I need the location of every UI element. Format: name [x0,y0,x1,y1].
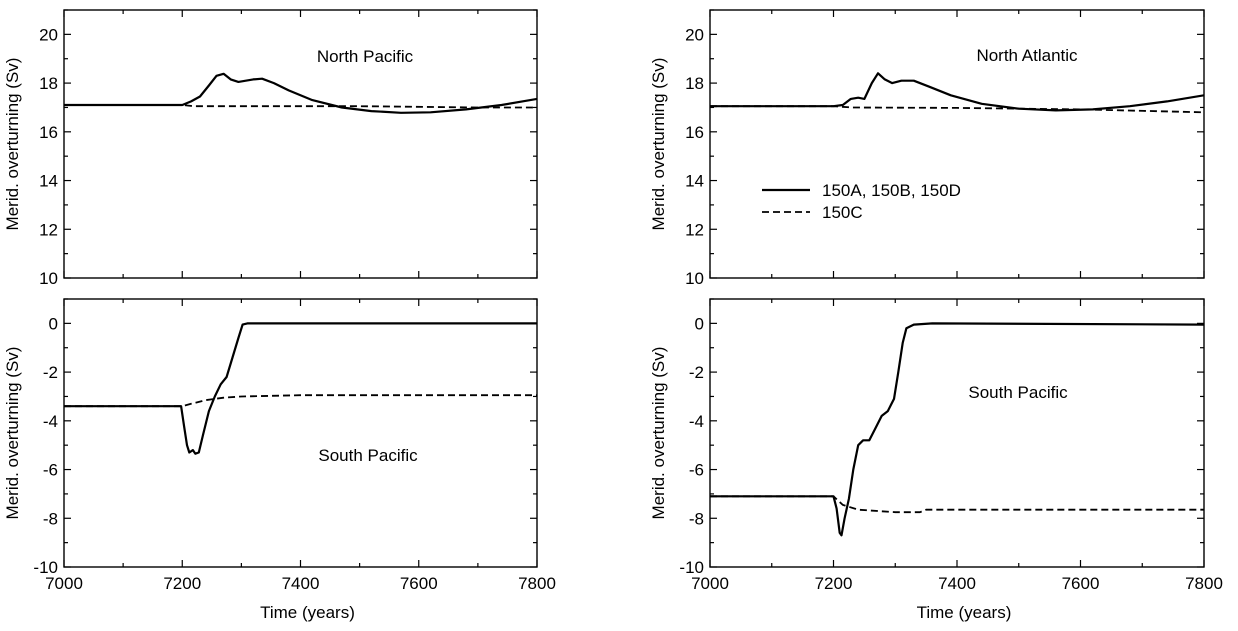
y-tick-label: 12 [685,220,704,239]
panel-title: North Pacific [317,47,414,66]
chart-panel-1: 10 12 14 16 18 20 Merid. overturning (Sv) North… [3,9,538,288]
x-tick-label: 7000 [45,574,83,593]
x-tick-label: 7400 [282,574,320,593]
y-tick-label: 18 [685,74,704,93]
panel-title: South Pacific [318,446,418,465]
series-line-solid [64,72,537,114]
series-line-dashed [710,495,1204,514]
y-axis-label: Merid. overturning (Sv) [649,347,668,520]
x-axis-label: Time (years) [260,603,355,622]
chart-panel-3: -10 -8 -6 -4 -2 0 7000 7200 7400 7600 7800 Merid. o… [3,298,556,622]
plot-frame [63,9,538,279]
series-line-dashed [64,394,537,408]
y-axis-label: Merid. overturning (Sv) [3,347,22,520]
y-axis-label: Merid. overturning (Sv) [3,58,22,231]
x-tick-label: 7200 [815,574,853,593]
y-tick-label: -10 [679,558,704,577]
panel-title: North Atlantic [976,46,1078,65]
y-tick-label: -10 [33,558,58,577]
y-tick-label: 18 [39,74,58,93]
y-tick-label: -2 [43,363,58,382]
x-tick-label: 7000 [691,574,729,593]
y-tick-label: 12 [39,220,58,239]
y-tick-label: -2 [689,363,704,382]
y-tick-label: 16 [685,123,704,142]
x-axis-label: Time (years) [917,603,1012,622]
plot-frame [63,298,538,568]
y-tick-label: -6 [43,461,58,480]
y-axis-label: Merid. overturning (Sv) [649,58,668,231]
panel-title: South Pacific [968,383,1068,402]
y-tick-label: 14 [39,172,58,191]
plot-frame [709,9,1205,279]
y-tick-label: 16 [39,123,58,142]
y-tick-label: 0 [695,314,704,333]
series-line-solid [64,322,537,455]
y-tick-label: 10 [685,269,704,288]
legend-label: 150C [822,203,863,222]
x-tick-label: 7800 [1185,574,1223,593]
x-tick-label: 7600 [400,574,438,593]
x-tick-label: 7800 [518,574,556,593]
x-tick-label: 7400 [938,574,976,593]
y-tick-label: 20 [39,25,58,44]
y-tick-label: -8 [689,509,704,528]
y-tick-label: 0 [49,314,58,333]
y-tick-label: -8 [43,509,58,528]
chart-panel-4: -10 -8 -6 -4 -2 0 7000 7200 7400 7600 7800 Merid. o… [649,298,1223,622]
y-tick-label: 10 [39,269,58,288]
series-line-dashed [64,104,537,109]
y-tick-label: -6 [689,461,704,480]
y-tick-label: 20 [685,25,704,44]
y-tick-label: 14 [685,172,704,191]
legend-label: 150A, 150B, 150D [822,181,961,200]
y-tick-label: -4 [43,412,58,431]
series-line-solid [710,322,1204,537]
x-tick-label: 7200 [163,574,201,593]
chart-panel-2: 10 12 14 16 18 20 Merid. overturning (Sv) North… [649,9,1205,288]
y-tick-label: -4 [689,412,704,431]
plot-frame [709,298,1205,568]
series-line-dashed [710,105,1204,114]
series-line-solid [710,72,1204,112]
x-tick-label: 7600 [1062,574,1100,593]
